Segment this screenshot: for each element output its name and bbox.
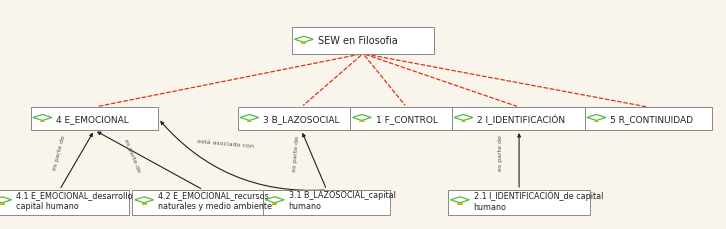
Text: es parte de: es parte de	[292, 135, 300, 172]
FancyBboxPatch shape	[133, 190, 274, 215]
FancyBboxPatch shape	[461, 121, 466, 123]
Text: 1 F_CONTROL: 1 F_CONTROL	[376, 114, 438, 124]
FancyBboxPatch shape	[359, 121, 364, 123]
FancyBboxPatch shape	[0, 190, 129, 215]
FancyBboxPatch shape	[272, 203, 277, 205]
Text: 4.2 E_EMOCIONAL_recursos
naturales y medio ambiente: 4.2 E_EMOCIONAL_recursos naturales y med…	[158, 190, 272, 210]
Text: es parte de: es parte de	[123, 138, 141, 172]
FancyBboxPatch shape	[457, 203, 462, 205]
FancyBboxPatch shape	[351, 108, 463, 131]
Text: SEW en Filosofia: SEW en Filosofia	[318, 36, 397, 46]
FancyBboxPatch shape	[238, 108, 364, 131]
FancyBboxPatch shape	[301, 43, 306, 45]
FancyBboxPatch shape	[594, 121, 599, 123]
Text: es parte de: es parte de	[499, 135, 503, 171]
FancyBboxPatch shape	[264, 190, 391, 215]
Text: 2.1 I_IDENTIFICACIÓN_de capital
humano: 2.1 I_IDENTIFICACIÓN_de capital humano	[473, 190, 603, 211]
Text: 2 I_IDENTIFICACIÓN: 2 I_IDENTIFICACIÓN	[478, 114, 566, 124]
Text: 4 E_EMOCIONAL: 4 E_EMOCIONAL	[57, 114, 129, 124]
FancyBboxPatch shape	[448, 190, 590, 215]
FancyBboxPatch shape	[585, 108, 711, 131]
Text: 5 R_CONTINUIDAD: 5 R_CONTINUIDAD	[610, 114, 693, 124]
Text: 3.1 B_LAZOSOCIAL_capital
humano: 3.1 B_LAZOSOCIAL_capital humano	[289, 190, 396, 210]
FancyBboxPatch shape	[452, 108, 586, 131]
Text: 4.1 E_EMOCIONAL_desarrollo
capital humano: 4.1 E_EMOCIONAL_desarrollo capital human…	[16, 190, 132, 210]
FancyBboxPatch shape	[142, 203, 147, 205]
FancyBboxPatch shape	[40, 121, 45, 123]
Text: 3 B_LAZOSOCIAL: 3 B_LAZOSOCIAL	[264, 114, 340, 124]
Text: está asociado con: está asociado con	[197, 138, 253, 148]
Text: es parte de: es parte de	[52, 134, 66, 170]
FancyBboxPatch shape	[31, 108, 158, 131]
FancyBboxPatch shape	[292, 28, 433, 54]
FancyBboxPatch shape	[247, 121, 252, 123]
FancyBboxPatch shape	[0, 203, 5, 205]
